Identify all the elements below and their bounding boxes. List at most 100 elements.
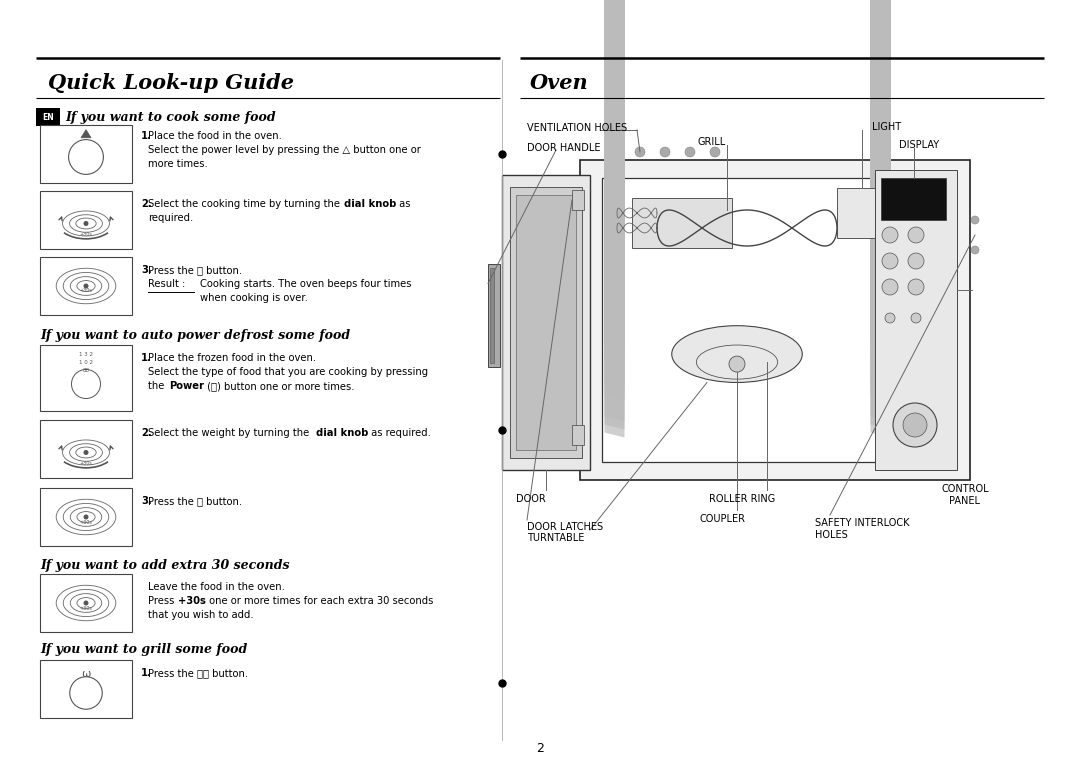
Circle shape (903, 413, 927, 437)
Text: CONTROL: CONTROL (941, 484, 989, 494)
Text: LIGHT: LIGHT (872, 122, 901, 132)
Text: +30s: +30s (80, 232, 93, 237)
Text: EN: EN (42, 112, 54, 121)
Bar (40, 488, 132, 546)
Text: ω: ω (81, 669, 91, 679)
Text: If you want to cook some food: If you want to cook some food (65, 111, 275, 124)
Text: 2.: 2. (141, 428, 152, 438)
Bar (40, 191, 132, 249)
Text: Place the frozen food in the oven.: Place the frozen food in the oven. (148, 353, 316, 363)
Text: as required.: as required. (368, 428, 431, 438)
Text: Press the ᴕᴕ button.: Press the ᴕᴕ button. (148, 668, 248, 678)
Text: Cooking starts. The oven beeps four times: Cooking starts. The oven beeps four time… (200, 279, 411, 289)
Bar (580, 160, 970, 480)
Text: Select the power level by pressing the △ button one or: Select the power level by pressing the △… (148, 145, 421, 155)
Text: DOOR: DOOR (516, 494, 545, 504)
Text: dial knob: dial knob (345, 199, 396, 209)
Text: 1 0 2: 1 0 2 (79, 360, 93, 365)
Circle shape (971, 246, 978, 254)
Text: dial knob: dial knob (316, 428, 368, 438)
Bar (510, 187, 582, 458)
Text: Press the ⏻ button.: Press the ⏻ button. (148, 265, 242, 275)
Bar (875, 170, 957, 470)
Circle shape (83, 221, 89, 226)
Text: 1.: 1. (141, 353, 152, 363)
Text: ROLLER RING: ROLLER RING (708, 494, 775, 504)
Circle shape (710, 147, 720, 157)
Text: 2: 2 (536, 742, 544, 755)
Circle shape (685, 147, 696, 157)
Bar (516, 195, 576, 450)
Text: TURNTABLE: TURNTABLE (527, 533, 584, 543)
Text: 1.: 1. (141, 668, 152, 678)
Text: Select the cooking time by turning the: Select the cooking time by turning the (148, 199, 343, 209)
Bar (40, 257, 132, 315)
Text: when cooking is over.: when cooking is over. (200, 293, 308, 303)
Text: 1 3 2: 1 3 2 (79, 353, 93, 358)
Bar (632, 198, 732, 248)
Circle shape (912, 313, 921, 323)
Text: 88: 88 (82, 369, 90, 374)
Text: one or more times for each extra 30 seconds: one or more times for each extra 30 seco… (206, 596, 433, 606)
Bar (40, 125, 132, 183)
Bar (502, 175, 590, 470)
Circle shape (908, 227, 924, 243)
Circle shape (908, 279, 924, 295)
Bar (602, 178, 892, 462)
Text: Oven: Oven (530, 73, 589, 93)
Text: the: the (148, 381, 167, 391)
Bar (36, 108, 60, 126)
Text: DOOR HANDLE: DOOR HANDLE (527, 143, 600, 153)
Bar (490, 268, 494, 362)
Text: that you wish to add.: that you wish to add. (148, 610, 254, 620)
Text: Select the weight by turning the: Select the weight by turning the (148, 428, 312, 438)
Text: +30s: +30s (80, 288, 93, 294)
Circle shape (83, 450, 89, 455)
Text: +30s: +30s (80, 520, 93, 524)
Text: 2.: 2. (141, 199, 152, 209)
Text: Power: Power (168, 381, 204, 391)
Circle shape (882, 279, 897, 295)
Text: If you want to grill some food: If you want to grill some food (40, 643, 247, 656)
Text: Result :: Result : (148, 279, 186, 289)
Text: GRILL: GRILL (698, 137, 726, 147)
Bar (40, 420, 132, 478)
Text: DISPLAY: DISPLAY (899, 140, 939, 150)
Text: (⦻) button one or more times.: (⦻) button one or more times. (204, 381, 354, 391)
Text: If you want to add extra 30 seconds: If you want to add extra 30 seconds (40, 559, 289, 571)
Text: 1.: 1. (141, 131, 152, 141)
Circle shape (882, 253, 897, 269)
Bar (572, 425, 584, 445)
Bar (572, 190, 584, 210)
Text: HOLES: HOLES (815, 530, 848, 540)
Text: +30s: +30s (178, 596, 206, 606)
Circle shape (908, 253, 924, 269)
Text: Select the type of food that you are cooking by pressing: Select the type of food that you are coo… (148, 367, 428, 377)
Bar (40, 345, 132, 411)
Text: as: as (396, 199, 410, 209)
Text: Leave the food in the oven.: Leave the food in the oven. (148, 582, 285, 592)
Text: DOOR LATCHES: DOOR LATCHES (527, 522, 603, 532)
Bar (881, 178, 946, 220)
Polygon shape (81, 130, 91, 138)
Text: SAFETY INTERLOCK: SAFETY INTERLOCK (815, 518, 909, 528)
Text: Place the food in the oven.: Place the food in the oven. (148, 131, 282, 141)
Text: Quick Look-up Guide: Quick Look-up Guide (48, 73, 294, 93)
Bar (40, 574, 132, 632)
Text: 3.: 3. (141, 265, 152, 275)
Text: PANEL: PANEL (949, 496, 981, 506)
Circle shape (971, 216, 978, 224)
Ellipse shape (672, 326, 802, 382)
Circle shape (885, 313, 895, 323)
Circle shape (83, 600, 89, 606)
Text: +30s: +30s (80, 461, 93, 466)
Bar (40, 660, 132, 718)
Circle shape (83, 514, 89, 520)
Circle shape (635, 147, 645, 157)
Circle shape (83, 284, 89, 288)
Text: more times.: more times. (148, 159, 207, 169)
Circle shape (729, 356, 745, 372)
Bar (488, 263, 500, 367)
Text: VENTILATION HOLES: VENTILATION HOLES (527, 123, 627, 133)
Text: +30s: +30s (80, 606, 93, 610)
